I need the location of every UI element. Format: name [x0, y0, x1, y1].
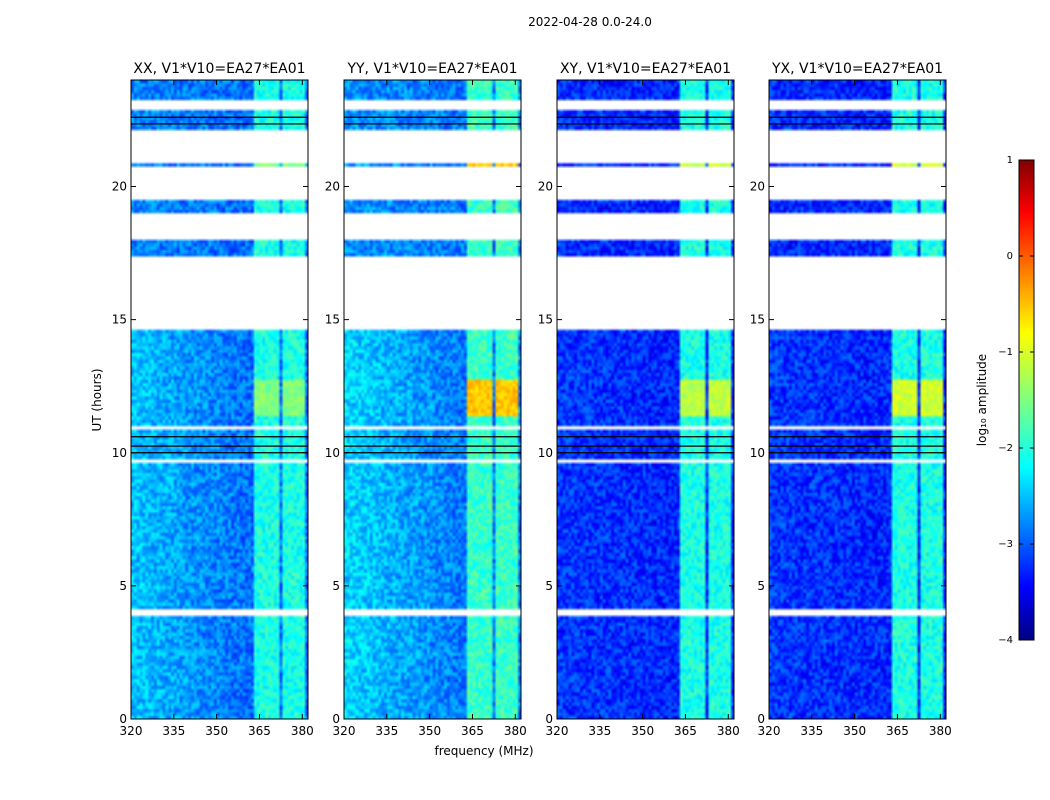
- y-tick-label-2-0: 0: [545, 712, 553, 726]
- panels: XX, V1*V10=EA27*EA01 320 335 350 365 380 0 5 10 1…: [112, 61, 952, 738]
- x-tick-label-1-3: 365: [461, 724, 484, 738]
- y-tick-label-1-4: 20: [325, 180, 340, 194]
- colorbar-tick-label-4: −3: [998, 539, 1013, 550]
- x-tick-label-0-4: 380: [291, 724, 314, 738]
- x-tick-label-2-4: 380: [717, 724, 740, 738]
- x-tick-label-0-0: 320: [120, 724, 143, 738]
- y-tick-label-3-1: 5: [757, 579, 765, 593]
- panel-title-2: XY, V1*V10=EA27*EA01: [560, 61, 731, 77]
- y-tick-label-0-1: 5: [119, 579, 127, 593]
- panel-1: YY, V1*V10=EA27*EA01 320 335 350 365 380 0 5 10 1…: [325, 61, 527, 738]
- y-tick-label-3-2: 10: [750, 446, 765, 460]
- x-tick-label-3-3: 365: [886, 724, 909, 738]
- x-tick-label-3-1: 335: [800, 724, 823, 738]
- y-tick-label-2-2: 10: [538, 446, 553, 460]
- x-tick-label-1-2: 350: [418, 724, 441, 738]
- y-tick-label-0-2: 10: [112, 446, 127, 460]
- y-tick-label-3-3: 15: [750, 313, 765, 327]
- colorbar-tick-label-0: 1: [1007, 155, 1013, 166]
- y-tick-label-0-4: 20: [112, 180, 127, 194]
- y-tick-label-0-3: 15: [112, 313, 127, 327]
- colorbar-tick-label-5: −4: [998, 635, 1013, 646]
- colorbar: 1 0 −1 −2 −3 −4 log₁₀ amplitude: [975, 155, 1035, 646]
- panel-3: YX, V1*V10=EA27*EA01 320 335 350 365 380 0 5 10 1…: [750, 61, 952, 738]
- x-tick-label-3-4: 380: [929, 724, 952, 738]
- panel-title-1: YY, V1*V10=EA27*EA01: [346, 61, 517, 77]
- y-tick-label-0-0: 0: [119, 712, 127, 726]
- panel-0: XX, V1*V10=EA27*EA01 320 335 350 365 380 0 5 10 1…: [112, 61, 314, 738]
- x-tick-label-1-4: 380: [504, 724, 527, 738]
- colorbar-tick-label-1: 0: [1007, 251, 1013, 262]
- y-tick-label-1-1: 5: [332, 579, 340, 593]
- waterfall-image-2: [557, 80, 734, 719]
- x-tick-label-1-1: 335: [375, 724, 398, 738]
- y-axis-label: UT (hours): [90, 368, 104, 431]
- panel-title-3: YX, V1*V10=EA27*EA01: [771, 61, 943, 77]
- x-tick-label-3-2: 350: [843, 724, 866, 738]
- panel-frame-2: [556, 79, 735, 720]
- x-tick-label-2-1: 335: [588, 724, 611, 738]
- x-tick-label-3-0: 320: [758, 724, 781, 738]
- colorbar-ticks: 1 0 −1 −2 −3 −4: [998, 155, 1034, 646]
- y-tick-label-2-4: 20: [538, 180, 553, 194]
- x-tick-label-2-0: 320: [546, 724, 569, 738]
- y-tick-label-1-0: 0: [332, 712, 340, 726]
- x-tick-label-2-3: 365: [674, 724, 697, 738]
- waterfall-image-1: [344, 80, 521, 719]
- colorbar-tick-label-2: −1: [998, 347, 1013, 358]
- x-tick-label-0-2: 350: [205, 724, 228, 738]
- y-tick-label-1-3: 15: [325, 313, 340, 327]
- y-tick-label-1-2: 10: [325, 446, 340, 460]
- panel-frame-0: [130, 79, 309, 720]
- x-tick-label-2-2: 350: [631, 724, 654, 738]
- colorbar-label: log₁₀ amplitude: [975, 354, 989, 446]
- x-axis-label: frequency (MHz): [434, 744, 533, 758]
- y-tick-label-3-0: 0: [757, 712, 765, 726]
- figure-suptitle: 2022-04-28 0.0-24.0: [528, 15, 652, 29]
- panel-title-0: XX, V1*V10=EA27*EA01: [133, 61, 305, 77]
- colorbar-gradient: [1018, 159, 1035, 641]
- panel-frame-1: [343, 79, 522, 720]
- panel-2: XY, V1*V10=EA27*EA01 320 335 350 365 380 0 5 10 1…: [538, 61, 740, 738]
- y-tick-label-2-1: 5: [545, 579, 553, 593]
- y-tick-label-2-3: 15: [538, 313, 553, 327]
- x-tick-label-0-1: 335: [162, 724, 185, 738]
- y-tick-label-3-4: 20: [750, 180, 765, 194]
- waterfall-image-0: [131, 80, 308, 719]
- panel-frame-3: [768, 79, 947, 720]
- x-tick-label-0-3: 365: [248, 724, 271, 738]
- colorbar-tick-label-3: −2: [998, 443, 1013, 454]
- x-tick-label-1-0: 320: [333, 724, 356, 738]
- waterfall-image-3: [769, 80, 946, 719]
